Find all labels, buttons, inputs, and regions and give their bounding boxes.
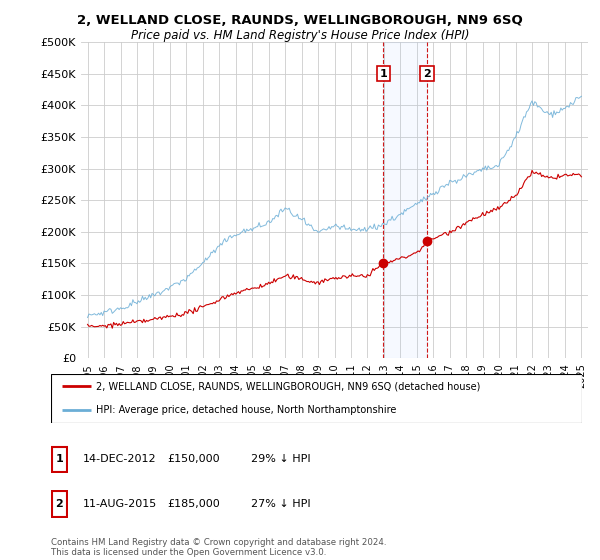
Text: £185,000: £185,000 bbox=[167, 499, 220, 509]
Text: 2, WELLAND CLOSE, RAUNDS, WELLINGBOROUGH, NN9 6SQ (detached house): 2, WELLAND CLOSE, RAUNDS, WELLINGBOROUGH… bbox=[96, 381, 481, 391]
Text: Price paid vs. HM Land Registry's House Price Index (HPI): Price paid vs. HM Land Registry's House … bbox=[131, 29, 469, 42]
Text: 29% ↓ HPI: 29% ↓ HPI bbox=[251, 454, 310, 464]
Text: 27% ↓ HPI: 27% ↓ HPI bbox=[251, 499, 310, 509]
Text: 11-AUG-2015: 11-AUG-2015 bbox=[83, 499, 157, 509]
Text: 2: 2 bbox=[56, 499, 63, 509]
Text: 1: 1 bbox=[56, 454, 63, 464]
Text: 2, WELLAND CLOSE, RAUNDS, WELLINGBOROUGH, NN9 6SQ: 2, WELLAND CLOSE, RAUNDS, WELLINGBOROUGH… bbox=[77, 14, 523, 27]
Text: 14-DEC-2012: 14-DEC-2012 bbox=[83, 454, 157, 464]
Text: £150,000: £150,000 bbox=[167, 454, 220, 464]
Bar bbox=[383, 42, 427, 358]
Text: 2: 2 bbox=[423, 69, 431, 78]
Text: HPI: Average price, detached house, North Northamptonshire: HPI: Average price, detached house, Nort… bbox=[96, 405, 397, 415]
Text: Contains HM Land Registry data © Crown copyright and database right 2024.
This d: Contains HM Land Registry data © Crown c… bbox=[51, 538, 386, 557]
Text: 1: 1 bbox=[379, 69, 387, 78]
